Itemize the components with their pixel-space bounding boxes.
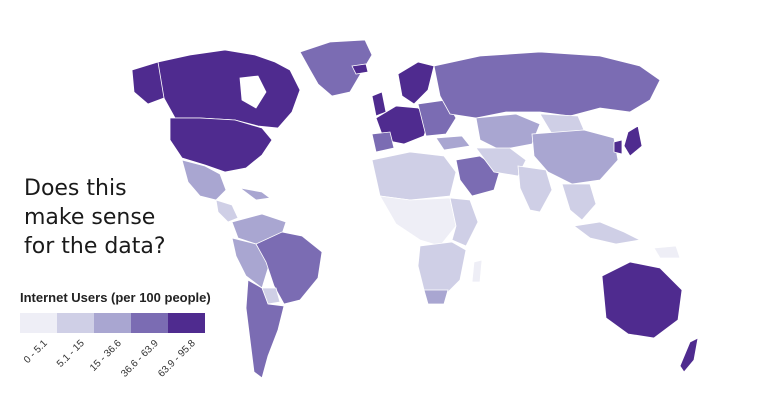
region-new-zealand [679, 337, 699, 373]
region-eastern-europe [417, 99, 457, 137]
question-line-3: for the data? [24, 234, 166, 259]
region-southern-africa [417, 241, 467, 301]
region-korea [613, 139, 623, 155]
region-hudson-bay [239, 75, 267, 109]
legend-title: Internet Users (per 100 people) [20, 290, 211, 305]
region-turkey [435, 135, 471, 151]
region-alaska [131, 61, 165, 105]
legend-swatch-4 [131, 313, 168, 333]
region-west-central-africa [379, 195, 457, 247]
region-png [653, 245, 681, 259]
legend-label-1: 0 - 5.1 [21, 338, 50, 366]
legend-labels: 0 - 5.1 5.1 - 15 15 - 36.6 36.6 - 63.9 6… [20, 338, 220, 388]
region-uk-ireland [371, 91, 387, 117]
region-caribbean [239, 187, 272, 201]
region-canada [154, 49, 301, 129]
legend-label-4: 36.6 - 63.9 [119, 338, 161, 380]
region-scandinavia [397, 61, 435, 105]
question-line-1: Does this [24, 176, 127, 201]
region-madagascar [471, 259, 483, 283]
region-russia [433, 51, 661, 119]
legend-swatch-1 [20, 313, 57, 333]
legend-label-2: 5.1 - 15 [55, 338, 87, 370]
region-central-asia [475, 113, 541, 151]
legend-color-bar [20, 313, 205, 333]
legend-label-3: 15 - 36.6 [88, 338, 124, 374]
region-mexico [181, 159, 227, 201]
region-india [517, 165, 553, 213]
region-china [531, 129, 619, 185]
region-central-america [215, 199, 239, 223]
region-southeast-asia [561, 183, 597, 221]
region-japan [623, 125, 643, 157]
region-east-africa [449, 197, 479, 247]
legend-swatch-5 [168, 313, 205, 333]
region-southern-cone [245, 279, 285, 379]
region-indonesia [572, 221, 642, 245]
question-line-2: make sense [24, 205, 156, 230]
region-iberia [371, 131, 395, 153]
region-greenland [299, 39, 373, 97]
legend-swatch-3 [94, 313, 131, 333]
region-south-africa [423, 289, 449, 305]
region-iceland [351, 63, 369, 75]
region-australia [601, 261, 683, 339]
region-usa [169, 117, 273, 173]
region-brazil [255, 231, 323, 305]
question-text: Does this make sense for the data? [24, 174, 204, 261]
legend-swatch-2 [57, 313, 94, 333]
region-north-africa [371, 151, 457, 201]
legend-label-5: 63.9 - 95.8 [156, 338, 198, 380]
